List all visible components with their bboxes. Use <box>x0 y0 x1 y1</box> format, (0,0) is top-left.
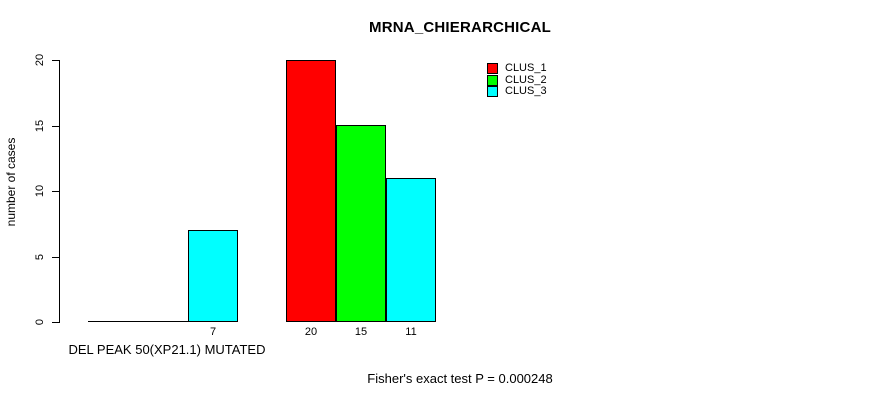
y-tick-label: 5 <box>34 253 46 261</box>
legend-swatch-clus1 <box>487 63 498 75</box>
y-tick-mark <box>52 257 60 258</box>
fisher-test-annotation: Fisher's exact test P = 0.000248 <box>367 371 553 386</box>
legend-item-clus3: CLUS_3 <box>487 84 547 97</box>
y-tick-mark <box>52 191 60 192</box>
bar-clus_1-group1-zero <box>88 321 138 322</box>
y-tick-mark <box>52 322 60 323</box>
legend-label-clus1: CLUS_1 <box>505 62 547 75</box>
chart-title: MRNA_CHIERARCHICAL <box>369 19 551 36</box>
bar-value-label: 11 <box>405 326 417 338</box>
x-axis-label: DEL PEAK 50(XP21.1) MUTATED <box>68 342 266 357</box>
y-tick-label: 0 <box>34 318 46 326</box>
bar-clus_3-group2 <box>386 178 436 322</box>
bar-value-label: 20 <box>304 326 318 338</box>
bar-value-label: 15 <box>354 326 368 338</box>
legend: CLUS_1 CLUS_2 CLUS_3 <box>487 63 547 97</box>
legend-label-clus3: CLUS_3 <box>505 84 547 97</box>
y-tick-label: 15 <box>34 119 46 133</box>
bar-value-label: 7 <box>209 326 217 338</box>
y-tick-label: 20 <box>34 53 46 67</box>
y-tick-mark <box>52 60 60 61</box>
y-tick-label: 10 <box>34 184 46 198</box>
bar-clus_2-group2 <box>336 125 386 322</box>
bar-clus_3-group1 <box>188 230 238 322</box>
bar-clus_2-group1-zero <box>138 321 188 322</box>
legend-label-clus2: CLUS_2 <box>505 73 547 86</box>
legend-swatch-clus3 <box>487 85 498 97</box>
y-axis-label: number of cases <box>4 137 18 227</box>
legend-swatch-clus2 <box>487 74 498 86</box>
bar-clus_1-group2 <box>286 60 336 322</box>
legend-item-clus1: CLUS_1 <box>487 62 547 75</box>
y-tick-mark <box>52 126 60 127</box>
legend-item-clus2: CLUS_2 <box>487 73 547 86</box>
